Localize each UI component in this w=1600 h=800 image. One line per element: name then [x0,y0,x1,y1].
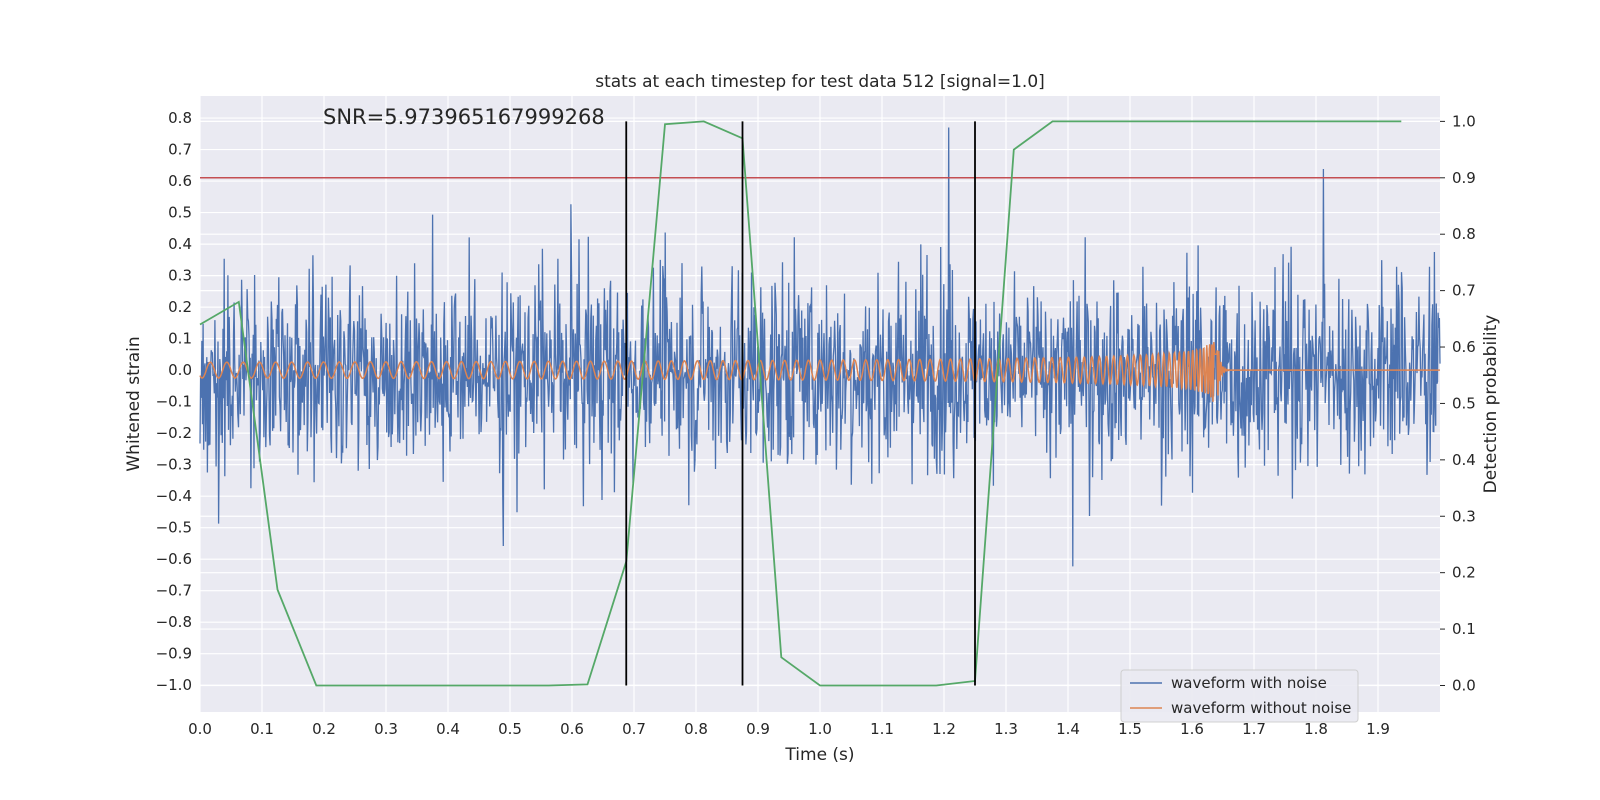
y2-tick-label-4: 0.6 [1452,338,1476,356]
legend-label-noise: waveform with noise [1171,674,1327,692]
y2-tick-label-3: 0.7 [1452,282,1476,300]
snr-annotation: SNR=5.973965167999268 [323,105,605,129]
y-tick-label-5: 0.3 [168,267,192,285]
y-tick-label-1: 0.7 [168,141,192,159]
y2-tick-label-1: 0.9 [1452,169,1476,187]
y-tick-label-14: −0.6 [156,550,192,568]
y2-tick-label-7: 0.3 [1452,507,1476,525]
legend-box [1120,669,1359,723]
x-tick-label-19: 1.9 [1366,720,1390,738]
x-tick-label-3: 0.3 [374,720,398,738]
x-tick-label-9: 0.9 [746,720,770,738]
y-axis-label: Whitened strain [124,336,144,471]
y-tick-label-4: 0.4 [168,235,192,253]
series-detection-probability [199,120,1402,687]
x-tick-label-16: 1.6 [1180,720,1204,738]
y-tick-label-2: 0.6 [168,172,192,190]
y2-axis-label: Detection probability [1481,315,1501,494]
y-tick-label-17: −0.9 [156,645,192,663]
y-tick-label-13: −0.5 [156,519,192,537]
x-tick-label-17: 1.7 [1242,720,1266,738]
x-tick-label-14: 1.4 [1056,720,1080,738]
x-tick-label-2: 0.2 [312,720,336,738]
y2-tick-label-0: 1.0 [1452,112,1476,130]
y2-tick-label-5: 0.5 [1452,394,1476,412]
x-tick-label-18: 1.8 [1304,720,1328,738]
x-tick-label-15: 1.5 [1118,720,1142,738]
y-tick-label-16: −0.8 [156,613,192,631]
x-tick-label-10: 1.0 [808,720,832,738]
x-tick-label-11: 1.1 [870,720,894,738]
y2-tick-label-8: 0.2 [1452,564,1476,582]
x-tick-label-12: 1.2 [932,720,956,738]
x-tick-label-4: 0.4 [436,720,460,738]
x-tick-label-7: 0.7 [622,720,646,738]
y-tick-label-18: −1.0 [156,676,192,694]
x-tick-label-8: 0.8 [684,720,708,738]
y-tick-label-11: −0.3 [156,456,192,474]
y-tick-label-3: 0.5 [168,204,192,222]
legend-label-clean: waveform without noise [1171,699,1351,717]
y-tick-label-0: 0.8 [168,109,192,127]
chart-title: stats at each timestep for test data 512… [595,72,1045,92]
y-tick-label-9: −0.1 [156,393,192,411]
y2-tick-label-9: 0.1 [1452,620,1476,638]
y-tick-label-7: 0.1 [168,330,192,348]
y2-tick-label-10: 0.0 [1452,676,1476,694]
legend: waveform with noise waveform without noi… [1120,669,1359,723]
y-tick-label-8: 0.0 [168,361,192,379]
ticks: 0.0 0.1 0.2 0.3 0.4 0.5 0.6 0.7 0.8 0.9 1.0 1.1 1.2 1… [156,109,1476,738]
y-tick-label-12: −0.4 [156,487,192,505]
x-axis-label: Time (s) [784,745,854,765]
x-tick-label-6: 0.6 [560,720,584,738]
series-waveform-without-noise [199,342,1440,402]
y-tick-label-10: −0.2 [156,424,192,442]
series-layer [199,120,1441,687]
y2-tick-label-2: 0.8 [1452,225,1476,243]
x-tick-label-5: 0.5 [498,720,522,738]
x-tick-label-0: 0.0 [188,720,212,738]
x-tick-label-1: 0.1 [250,720,274,738]
y-tick-label-15: −0.7 [156,582,192,600]
y2-tick-label-6: 0.4 [1452,451,1476,469]
x-tick-label-13: 1.3 [994,720,1018,738]
series-waveform-with-noise [199,127,1441,567]
y-tick-label-6: 0.2 [168,298,192,316]
